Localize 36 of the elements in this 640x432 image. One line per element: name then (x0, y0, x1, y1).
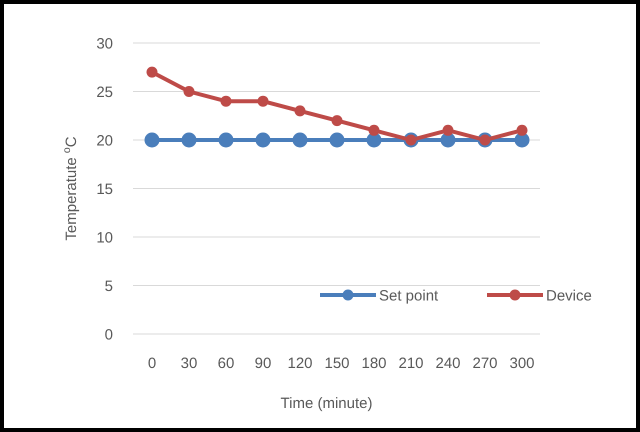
point (218, 132, 234, 148)
point (442, 124, 454, 136)
legend-label: Device (546, 287, 592, 304)
point (182, 132, 196, 148)
x-tick-label: 60 (218, 355, 234, 372)
point (146, 66, 158, 78)
y-tick-label: 5 (104, 278, 113, 295)
x-tick-label: 300 (509, 355, 535, 372)
x-tick-label: 240 (435, 355, 461, 372)
x-tick-label: 180 (361, 355, 387, 372)
point (292, 132, 308, 148)
point (332, 115, 342, 126)
point (330, 132, 344, 148)
y-tick-label: 30 (96, 35, 113, 52)
point (368, 124, 380, 136)
point (256, 132, 270, 148)
y-tick-label: 10 (96, 229, 113, 246)
y-tick-label: 15 (96, 180, 113, 198)
x-tick-label: 150 (324, 355, 350, 372)
y-tick-label: 25 (96, 84, 113, 101)
point (516, 124, 528, 136)
y-tick-label: 0 (104, 326, 113, 344)
x-tick-label: 210 (398, 355, 424, 372)
point (258, 96, 268, 107)
x-tick-label: 90 (254, 355, 272, 372)
x-axis-title: Time (minute) (280, 395, 372, 412)
x-tick-label: 120 (287, 355, 313, 372)
x-tick-label: 30 (180, 355, 198, 372)
x-tick-label: 0 (148, 355, 156, 372)
x-tick-label: 270 (472, 355, 498, 372)
point (184, 86, 194, 97)
y-tick-label: 20 (96, 132, 113, 150)
legend-label: Set point (379, 287, 440, 304)
point (294, 105, 306, 116)
point (220, 96, 232, 107)
point (144, 132, 160, 148)
